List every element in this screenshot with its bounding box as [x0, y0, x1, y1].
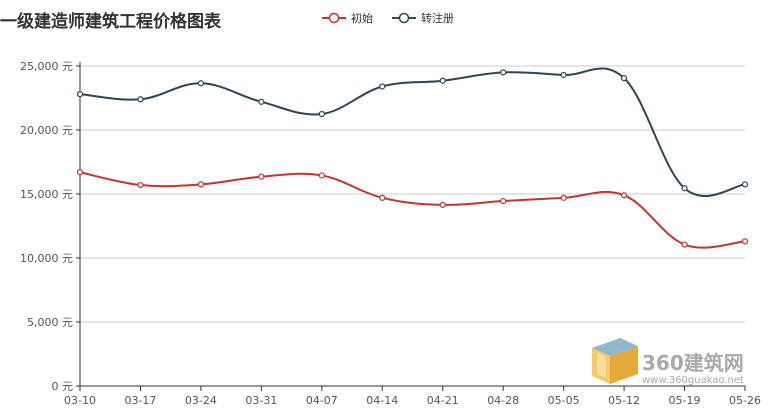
x-tick-label: 05-19 [669, 394, 701, 407]
data-point [741, 238, 749, 245]
x-tick-label: 04-21 [427, 394, 459, 407]
data-point [500, 69, 507, 76]
data-point [560, 194, 567, 201]
series-line [79, 67, 746, 197]
data-point [379, 83, 386, 90]
y-tick-label: 15,000 元 [20, 188, 73, 201]
x-tick-label: 03-24 [185, 394, 217, 407]
data-point [318, 172, 325, 179]
legend-swatch-marker [398, 12, 410, 24]
data-point [76, 91, 84, 98]
y-tick-label: 20,000 元 [20, 124, 73, 137]
data-point [620, 75, 628, 82]
y-tick-label: 10,000 元 [20, 252, 73, 265]
x-tick-label: 03-31 [245, 394, 277, 407]
data-point [560, 71, 567, 79]
legend: 初始 转注册 [322, 11, 454, 25]
x-tick-label: 03-10 [64, 394, 96, 407]
data-point [197, 80, 205, 87]
data-point [197, 181, 205, 188]
x-tick-label: 05-26 [729, 394, 761, 407]
series-line [79, 171, 746, 249]
legend-swatch-marker [328, 12, 340, 24]
x-tick-label: 05-05 [548, 394, 580, 407]
data-point [681, 185, 688, 192]
chart-title: 一级建造师建筑工程价格图表 [0, 12, 221, 32]
watermark: 360建筑网 www.360guakao.net [592, 338, 744, 386]
data-point [741, 181, 749, 188]
data-point [318, 110, 325, 118]
data-point [258, 98, 265, 105]
x-tick-label: 04-07 [306, 394, 338, 407]
data-point [137, 96, 144, 103]
series-layer [76, 67, 749, 249]
y-tick-label: 25,000 元 [20, 60, 73, 73]
data-point [137, 181, 144, 189]
y-tick-label: 5,000 元 [27, 316, 73, 329]
watermark-brand: 360建筑网 [642, 351, 744, 375]
data-point [439, 201, 446, 208]
y-tick-label: 0 元 [52, 380, 74, 393]
data-point [439, 77, 446, 84]
x-tick-label: 03-17 [124, 394, 156, 407]
series-1 [76, 67, 749, 197]
legend-label: 初始 [351, 11, 373, 25]
legend-item: 转注册 [392, 11, 454, 25]
watermark-url: www.360guakao.net [642, 375, 744, 386]
data-point [620, 192, 628, 199]
legend-item: 初始 [322, 11, 373, 25]
logo-cube-icon [592, 338, 638, 384]
axes: 0 元 5,000 元 10,000 元 15,000 元 20,000 元 25,000… [20, 60, 761, 407]
x-tick-label: 04-28 [487, 394, 519, 407]
data-point [76, 169, 84, 176]
data-point [681, 241, 688, 248]
data-point [500, 197, 507, 205]
data-point [379, 194, 386, 201]
series-0 [76, 169, 749, 249]
legend-label: 转注册 [421, 11, 454, 25]
gridlines [80, 65, 745, 323]
x-tick-label: 05-12 [608, 394, 640, 407]
x-tick-label: 04-14 [366, 394, 398, 407]
data-point [258, 173, 265, 180]
